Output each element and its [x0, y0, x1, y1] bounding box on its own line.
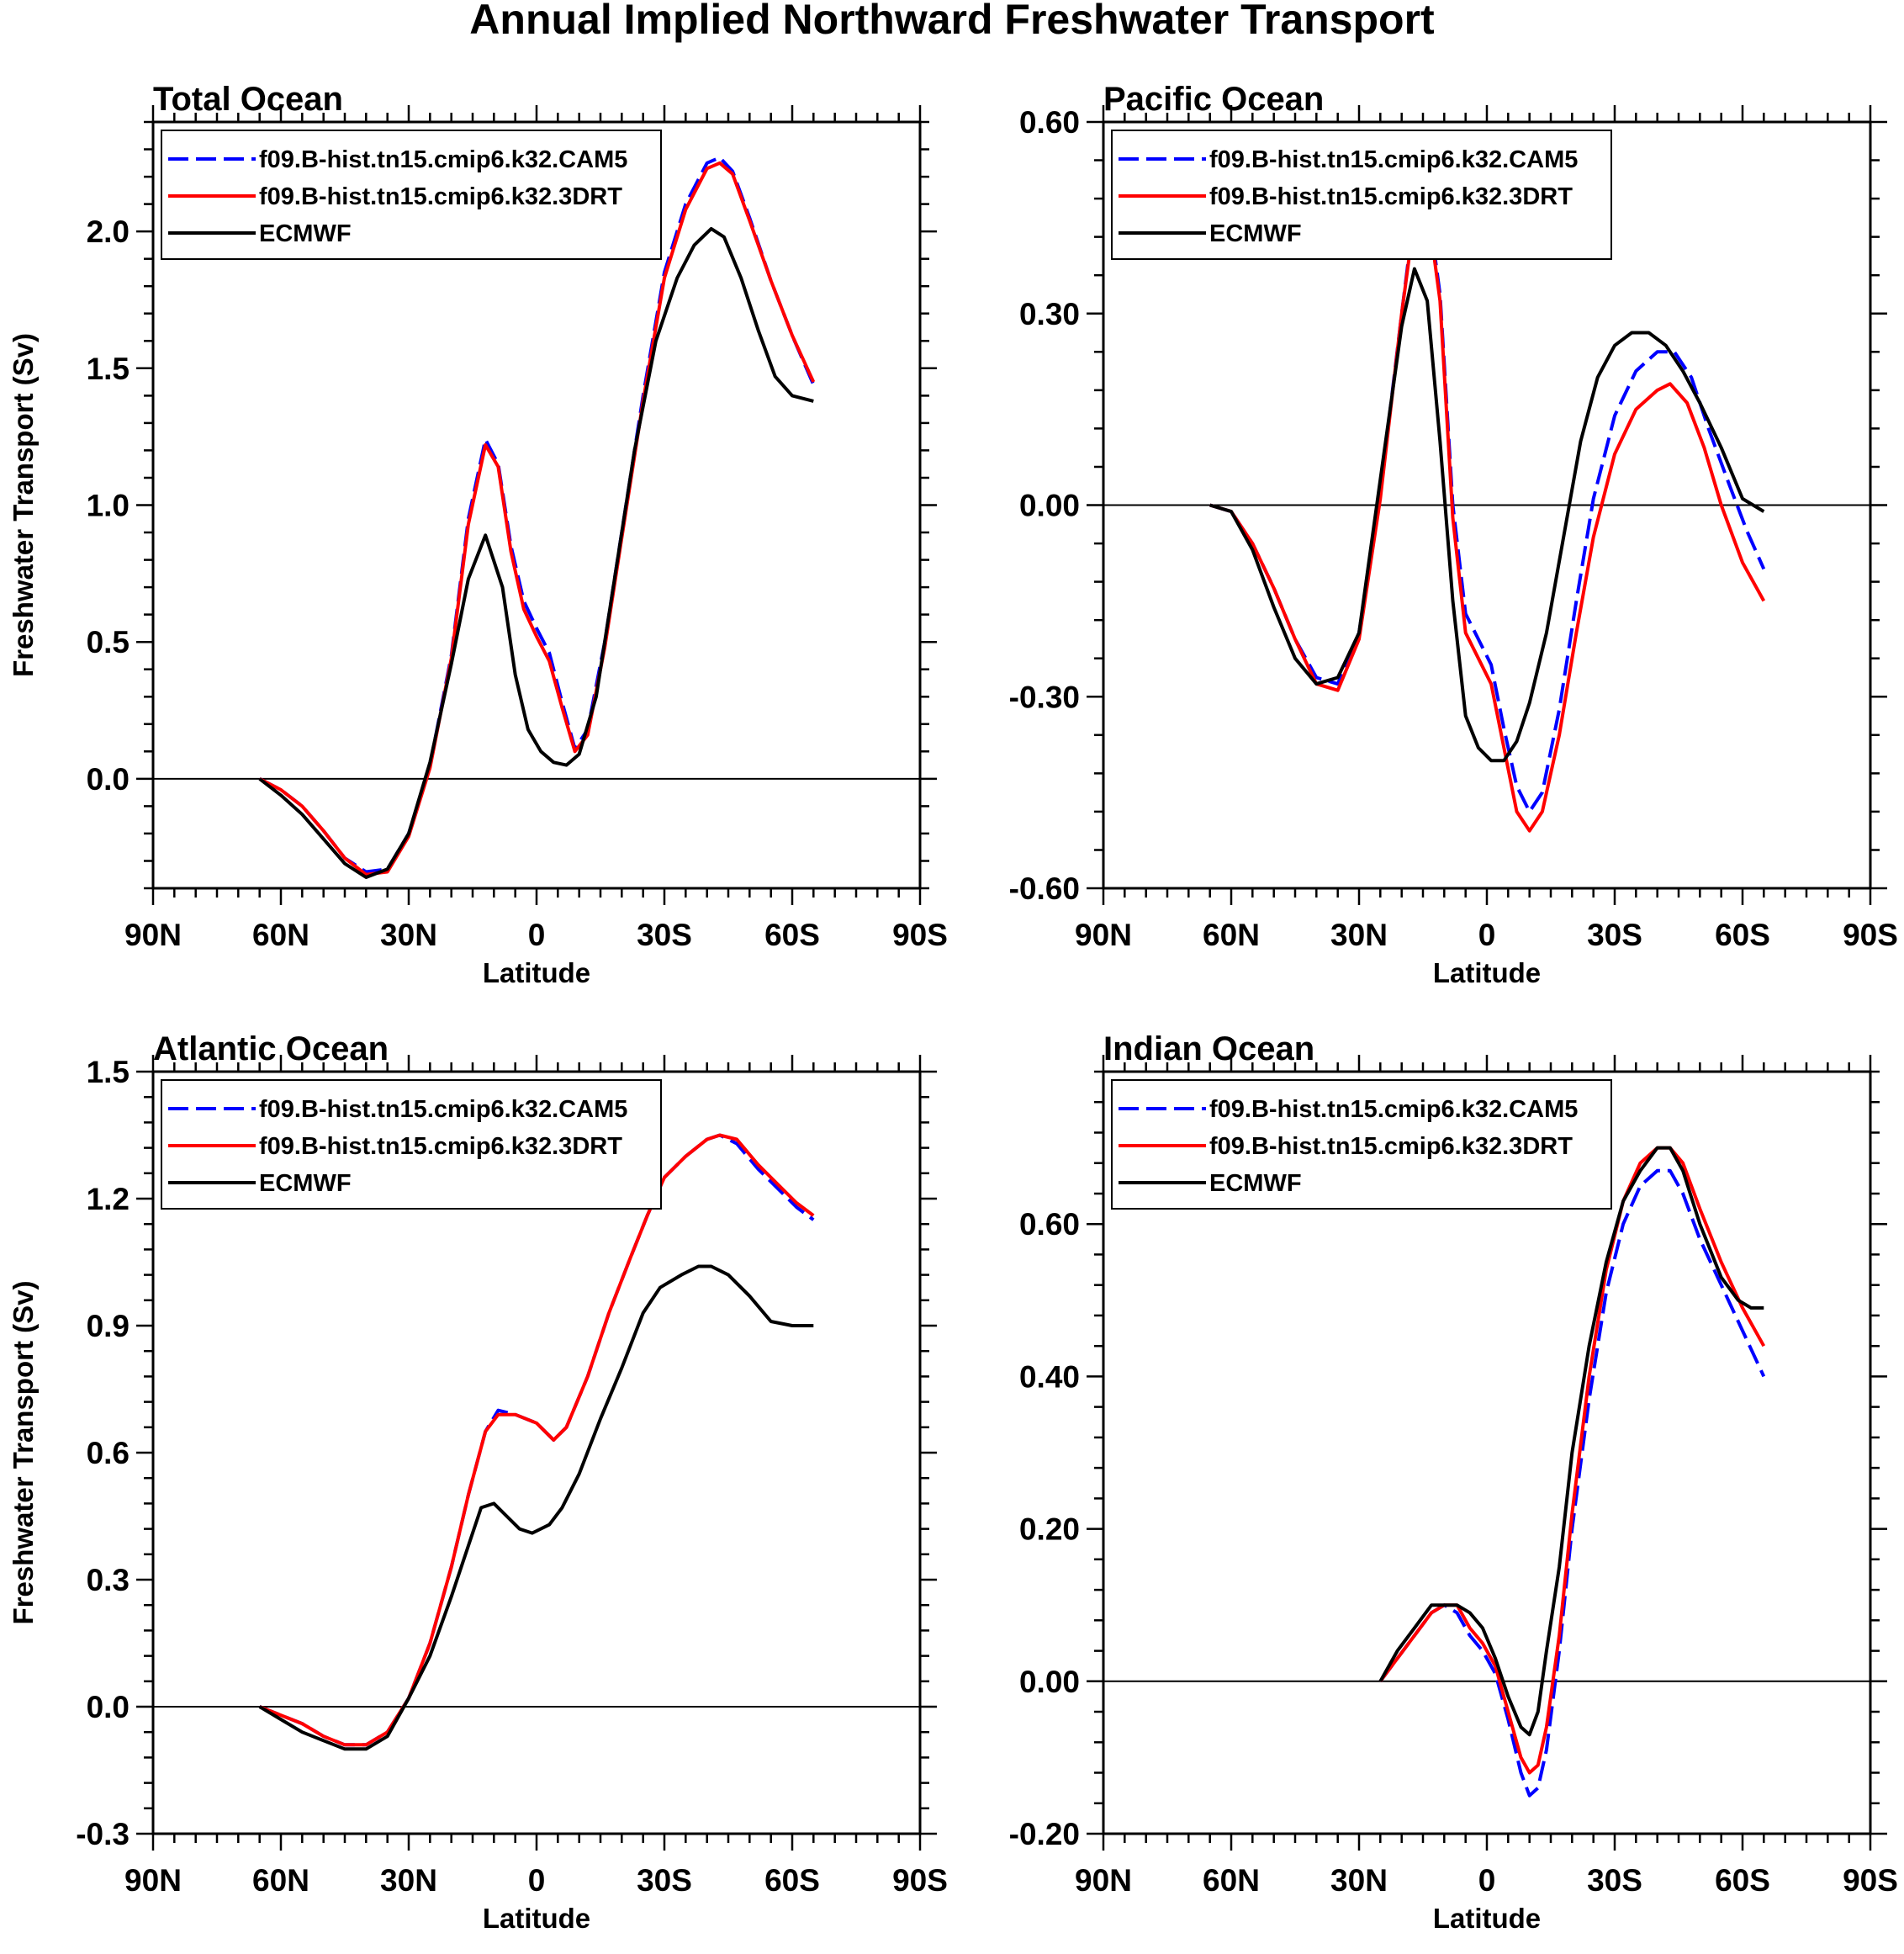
y-tick-label: -0.20 [1009, 1817, 1080, 1851]
y-tick-label: 0.6 [87, 1436, 130, 1470]
x-tick-label: 90S [892, 918, 948, 952]
legend-label: ECMWF [1209, 1170, 1302, 1197]
series-line-2 [1378, 1146, 1764, 1737]
y-tick-label: 1.2 [87, 1182, 130, 1216]
y-tick-label: 1.0 [87, 489, 130, 523]
y-tick-label: -0.60 [1009, 871, 1080, 906]
x-axis-label: Latitude [483, 1903, 590, 1934]
y-tick-label: 0.40 [1019, 1359, 1080, 1394]
y-tick-label: 0.3 [87, 1563, 130, 1597]
x-tick-label: 60N [252, 918, 309, 952]
y-tick-label: 0.9 [87, 1309, 130, 1343]
figure-title: Annual Implied Northward Freshwater Tran… [469, 0, 1435, 43]
plot-frame [151, 120, 922, 890]
x-tick-label: 60N [1203, 918, 1260, 952]
legend-label: f09.B-hist.tn15.cmip6.k32.3DRT [259, 1133, 622, 1160]
y-tick-label: 0.00 [1019, 1665, 1080, 1699]
y-tick-label: 0.20 [1019, 1512, 1080, 1547]
series-line-0 [258, 1133, 815, 1747]
x-tick-label: 90S [892, 1863, 948, 1898]
x-axis-label: Latitude [1433, 1903, 1541, 1934]
x-tick-label: 90N [1075, 1863, 1132, 1898]
y-tick-label: 1.5 [87, 352, 130, 386]
x-tick-label: 60N [1203, 1863, 1260, 1898]
x-axis-label: Latitude [1433, 957, 1541, 988]
panel-1: Pacific Ocean 90N 60N 30N 0 30S 60S 90S -0.60 -0.… [1009, 81, 1898, 988]
panel-title: Total Ocean [153, 81, 343, 118]
x-tick-label: 30S [1587, 918, 1642, 952]
x-tick-label: 90N [124, 1863, 182, 1898]
legend-label: f09.B-hist.tn15.cmip6.k32.3DRT [259, 183, 622, 210]
y-axis-label: Freshwater Transport (Sv) [8, 1281, 39, 1625]
series-line-2 [258, 1264, 814, 1751]
x-tick-label: 90S [1843, 918, 1898, 952]
x-tick-label: 0 [528, 1863, 546, 1898]
x-tick-label: 90N [1075, 918, 1132, 952]
y-tick-label: 2.0 [87, 214, 130, 249]
legend-label: f09.B-hist.tn15.cmip6.k32.CAM5 [259, 1096, 627, 1123]
legend-label: f09.B-hist.tn15.cmip6.k32.CAM5 [1209, 1096, 1578, 1123]
y-tick-label: 0.5 [87, 625, 130, 659]
series-line-2 [1209, 267, 1765, 763]
legend-label: ECMWF [1209, 220, 1302, 247]
y-tick-label: 0.0 [87, 762, 130, 797]
x-tick-label: 0 [528, 918, 546, 952]
panel-2: Atlantic Ocean 90N 60N 30N 0 30S 60S 90S -0.3 0.0… [8, 1030, 948, 1934]
plot-frame [1102, 120, 1872, 890]
panel-3: Indian Ocean 90N 60N 30N 0 30S 60S 90S -0.20 0.00… [1009, 1030, 1898, 1934]
legend-label: f09.B-hist.tn15.cmip6.k32.3DRT [1209, 1133, 1573, 1160]
plot-frame [151, 1070, 922, 1835]
x-tick-label: 30S [1587, 1863, 1642, 1898]
x-tick-label: 30N [1330, 1863, 1388, 1898]
x-tick-label: 90S [1843, 1863, 1898, 1898]
panel-title: Indian Ocean [1103, 1030, 1314, 1067]
y-tick-label: 0.60 [1019, 1207, 1080, 1242]
y-axis-label: Freshwater Transport (Sv) [8, 333, 39, 677]
series-line-0 [1378, 1168, 1766, 1798]
x-tick-label: 0 [1478, 1863, 1496, 1898]
x-axis-label: Latitude [483, 957, 590, 988]
y-tick-label: -0.3 [76, 1817, 130, 1851]
x-tick-label: 30N [1330, 918, 1388, 952]
series-line-0 [258, 156, 816, 874]
y-tick-label: 1.5 [87, 1055, 130, 1089]
y-tick-label: 0.0 [87, 1690, 130, 1724]
x-tick-label: 60S [1715, 918, 1770, 952]
series-line-1 [258, 161, 816, 876]
plot-frame [1102, 1070, 1872, 1835]
x-tick-label: 0 [1478, 918, 1496, 952]
y-tick-label: 0.00 [1019, 489, 1080, 523]
legend-label: ECMWF [259, 220, 352, 247]
legend-label: f09.B-hist.tn15.cmip6.k32.3DRT [1209, 183, 1573, 210]
y-tick-label: 0.30 [1019, 297, 1080, 331]
series-line-1 [1209, 203, 1766, 833]
legend-label: f09.B-hist.tn15.cmip6.k32.CAM5 [1209, 146, 1578, 173]
x-tick-label: 60N [252, 1863, 309, 1898]
x-tick-label: 30N [380, 1863, 437, 1898]
x-tick-label: 60S [1715, 1863, 1770, 1898]
series-line-2 [258, 226, 814, 879]
panel-title: Pacific Ocean [1103, 81, 1324, 118]
y-tick-label: 0.60 [1019, 105, 1080, 140]
legend-label: ECMWF [259, 1170, 352, 1197]
panel-0: Total Ocean 90N 60N 30N 0 30S 60S 90S 0.0 0.5 1.0 1… [8, 81, 948, 988]
x-tick-label: 60S [764, 1863, 820, 1898]
x-tick-label: 30N [380, 918, 437, 952]
x-tick-label: 30S [637, 918, 692, 952]
x-tick-label: 30S [637, 1863, 692, 1898]
series-line-1 [258, 1133, 815, 1747]
y-tick-label: -0.30 [1009, 680, 1080, 714]
x-tick-label: 60S [764, 918, 820, 952]
legend-label: f09.B-hist.tn15.cmip6.k32.CAM5 [259, 146, 627, 173]
panel-title: Atlantic Ocean [153, 1030, 389, 1067]
series-line-0 [1209, 197, 1766, 813]
x-tick-label: 90N [124, 918, 182, 952]
